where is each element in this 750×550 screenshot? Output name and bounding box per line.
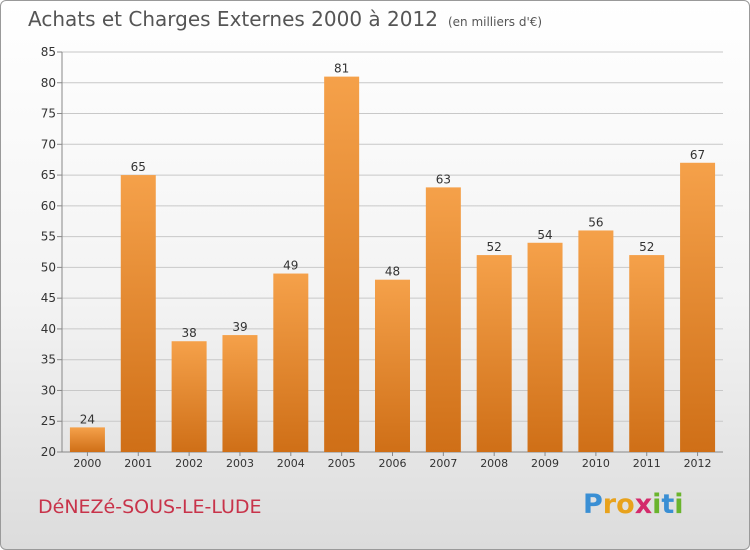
bar-2011 (629, 255, 665, 452)
x-tick-label-2012: 2012 (684, 457, 712, 470)
x-tick-label-2008: 2008 (480, 457, 508, 470)
logo-letter: x (634, 489, 653, 520)
y-tick-label: 70 (41, 137, 56, 151)
x-tick-label-2003: 2003 (226, 457, 254, 470)
x-tick-label-2011: 2011 (633, 457, 661, 470)
y-tick-label: 30 (41, 383, 56, 397)
bar-2009 (527, 242, 563, 452)
x-tick-label-2007: 2007 (429, 457, 457, 470)
x-tick-label-2005: 2005 (328, 457, 356, 470)
bar-2010 (578, 230, 614, 452)
data-label-2007: 63 (436, 172, 451, 186)
logo-letter: P (583, 489, 603, 520)
bar-2007 (425, 187, 461, 452)
logo-letter: t (661, 489, 675, 520)
data-label-2008: 52 (487, 240, 502, 254)
data-label-2003: 39 (232, 320, 247, 334)
y-tick-label: 55 (41, 230, 56, 244)
y-tick-label: 20 (41, 445, 56, 459)
commune-name: DéNEZé-SOUS-LE-LUDE (38, 496, 262, 518)
bar-2000 (69, 427, 105, 452)
y-tick-label: 45 (41, 291, 56, 305)
bar-2005 (324, 76, 360, 452)
y-tick-label: 40 (41, 322, 56, 336)
data-label-2010: 56 (588, 215, 603, 229)
x-tick-label-2002: 2002 (175, 457, 203, 470)
y-tick-label: 60 (41, 199, 56, 213)
chart-subtitle: (en milliers d'€) (447, 15, 543, 29)
proxiti-logo: Proxiti (583, 489, 684, 520)
bars (69, 76, 716, 453)
chart-title: Achats et Charges Externes 2000 à 2012 (e… (28, 7, 542, 31)
x-tick-label-2001: 2001 (124, 457, 152, 470)
y-tick-label: 25 (41, 414, 56, 428)
x-tick-label-2004: 2004 (277, 457, 305, 470)
x-tick-label-2006: 2006 (379, 457, 407, 470)
bar-2006 (375, 279, 410, 452)
y-tick-label: 65 (41, 168, 56, 182)
data-label-2002: 38 (181, 326, 196, 340)
y-tick-label: 85 (41, 45, 56, 59)
y-tick-label: 35 (41, 353, 56, 367)
data-label-2012: 67 (690, 148, 705, 162)
data-label-2000: 24 (80, 412, 95, 426)
data-label-2006: 48 (385, 265, 400, 279)
bar-2008 (476, 255, 512, 452)
data-label-2009: 54 (537, 228, 552, 242)
logo-letter: o (616, 489, 635, 520)
y-tick-label: 50 (41, 260, 56, 274)
x-tick-label-2000: 2000 (73, 457, 101, 470)
bar-2001 (120, 175, 156, 453)
x-tick-label-2010: 2010 (582, 457, 610, 470)
x-tick-label-2009: 2009 (531, 457, 559, 470)
logo-letter: r (602, 489, 617, 520)
logo-letter: i (674, 489, 684, 520)
tick-labels: 20 25 30 35 40 45 50 55 60 65 70 75 80 85 2000 2001 2002… (41, 45, 712, 470)
bar-2012 (680, 162, 716, 452)
data-label-2004: 49 (283, 259, 298, 273)
data-labels: 24 65 38 39 49 81 48 63 52 54 56 52 67 (80, 62, 705, 427)
data-label-2001: 65 (131, 160, 146, 174)
bar-2002 (171, 341, 207, 452)
bar-2004 (273, 273, 309, 452)
y-tick-label: 80 (41, 76, 56, 90)
data-label-2005: 81 (334, 62, 349, 76)
logo-letter: i (652, 489, 662, 520)
y-tick-label: 75 (41, 107, 56, 121)
data-label-2011: 52 (639, 240, 654, 254)
chart-title-text: Achats et Charges Externes 2000 à 2012 (28, 7, 438, 31)
bar-2003 (222, 335, 258, 452)
